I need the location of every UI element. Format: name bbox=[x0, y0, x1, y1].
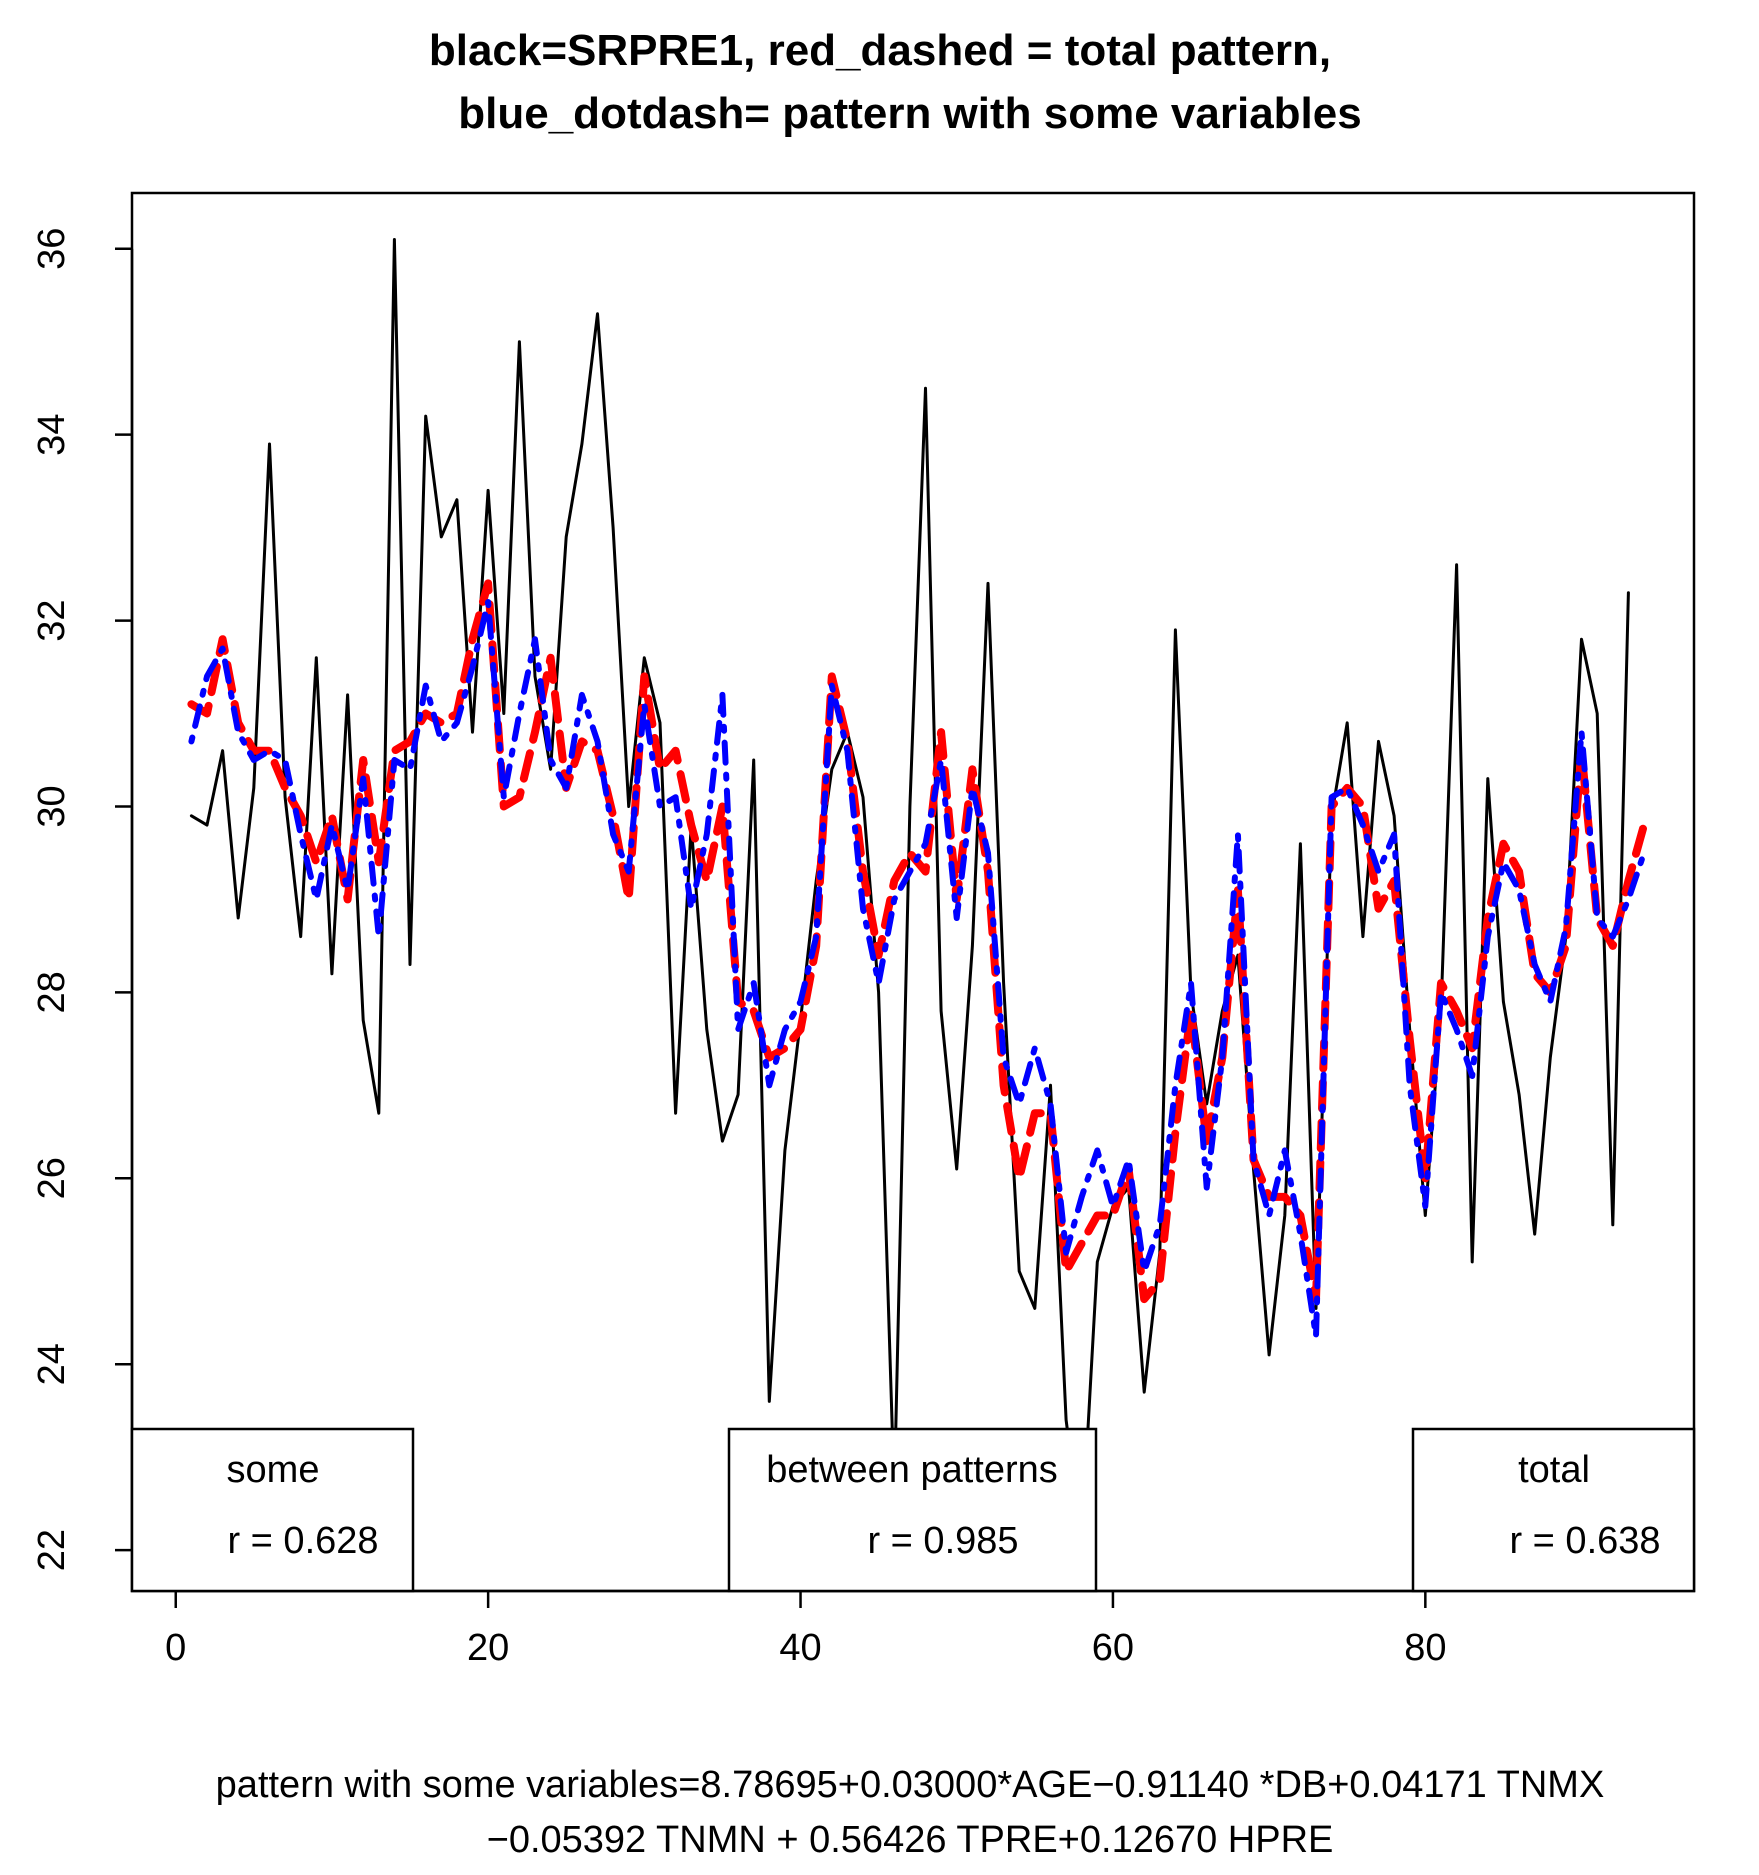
legend-some-r: r = 0.628 bbox=[227, 1520, 378, 1562]
y-tick-label: 32 bbox=[31, 599, 73, 641]
y-tick-label: 24 bbox=[31, 1343, 73, 1385]
legend-total-title: total bbox=[1518, 1449, 1590, 1491]
chart-title-line1: black=SRPRE1, red_dashed = total pattern… bbox=[429, 26, 1331, 75]
y-tick-label: 30 bbox=[31, 785, 73, 827]
y-tick-label: 26 bbox=[31, 1157, 73, 1199]
legend-box-between-frame bbox=[727, 1427, 1098, 1593]
legend-box-total-frame bbox=[1411, 1427, 1696, 1593]
x-tick-label: 20 bbox=[467, 1627, 509, 1669]
y-tick-label: 28 bbox=[31, 971, 73, 1013]
x-tick-label: 80 bbox=[1404, 1627, 1446, 1669]
legend-box-some: some r = 0.628 bbox=[130, 1427, 415, 1593]
legend-between-title: between patterns bbox=[766, 1449, 1058, 1491]
series-line-srpre1 bbox=[189, 238, 1630, 1543]
legend-box-total: total r = 0.638 bbox=[1411, 1427, 1696, 1593]
x-label-line2: −0.05392 TNMN + 0.56426 TPRE+0.12670 HPR… bbox=[487, 1819, 1334, 1861]
plot-frame bbox=[130, 191, 1696, 1593]
series-layer bbox=[187, 238, 1648, 1543]
x-label-line1: pattern with some variables=8.78695+0.03… bbox=[216, 1764, 1605, 1806]
y-tick-label: 22 bbox=[31, 1529, 73, 1571]
x-axis: 0 20 40 60 80 bbox=[165, 1589, 1446, 1669]
legend-some-title: some bbox=[227, 1449, 320, 1491]
legend-total-r: r = 0.638 bbox=[1509, 1520, 1660, 1562]
series-line-some-variables-pattern bbox=[188, 599, 1647, 1340]
legend-between-r: r = 0.985 bbox=[867, 1520, 1018, 1562]
y-tick-label: 34 bbox=[31, 414, 73, 456]
legend-box-between: between patterns r = 0.985 bbox=[727, 1427, 1098, 1593]
x-tick-label: 0 bbox=[165, 1627, 186, 1669]
x-tick-label: 60 bbox=[1092, 1627, 1134, 1669]
legend-box-some-frame bbox=[130, 1427, 415, 1593]
y-axis: 22 24 26 28 30 32 34 36 bbox=[31, 228, 134, 1571]
x-tick-label: 40 bbox=[779, 1627, 821, 1669]
chart-title-line2: blue_dotdash= pattern with some variable… bbox=[458, 89, 1361, 138]
y-tick-label: 36 bbox=[31, 228, 73, 270]
